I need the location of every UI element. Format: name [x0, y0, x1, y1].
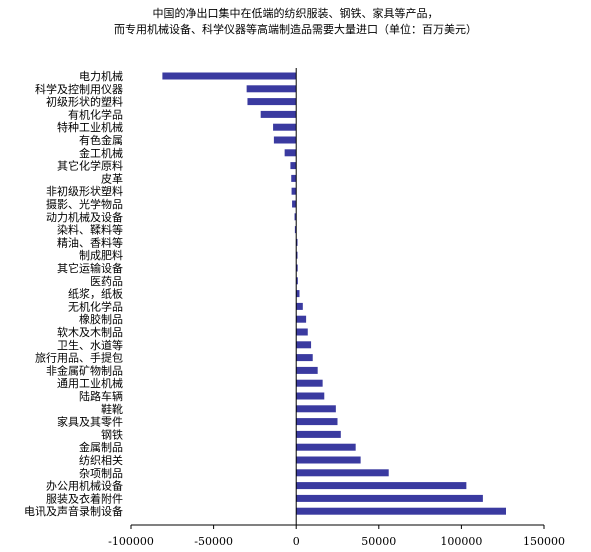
- category-label-28: 钢铁: [101, 428, 123, 441]
- bar-28: [296, 430, 341, 438]
- bar-8: [291, 174, 297, 182]
- bar-14: [296, 251, 298, 259]
- category-label-11: 动力机械及设备: [46, 210, 123, 224]
- chart-title-block: 中国的净出口集中在低端的纺织服装、钢铁、家具等产品， 而专用机械设备、科学仪器等…: [0, 6, 591, 38]
- bar-7: [290, 162, 297, 170]
- bar-32: [296, 482, 467, 490]
- x-tick-label-4: 100000: [440, 535, 482, 548]
- bar-9: [291, 187, 297, 195]
- category-label-31: 杂项制品: [79, 467, 123, 480]
- bar-3: [260, 110, 297, 118]
- bar-17: [296, 290, 300, 298]
- category-label-14: 制成肥料: [79, 248, 123, 262]
- category-label-30: 纺织相关: [79, 453, 123, 467]
- bars-layer: [162, 72, 506, 515]
- bar-19: [296, 315, 307, 323]
- category-label-23: 非金属矿物制品: [46, 363, 123, 377]
- bar-6: [284, 149, 297, 157]
- category-label-24: 通用工业机械: [57, 376, 123, 390]
- category-label-25: 陆路车辆: [79, 389, 123, 403]
- chart-subtitle: 而专用机械设备、科学仪器等高端制造品需要大量进口（单位：百万美元）: [114, 23, 477, 36]
- category-label-15: 其它运输设备: [57, 261, 123, 275]
- category-label-10: 摄影、光学物品: [46, 197, 123, 211]
- category-label-4: 特种工业机械: [57, 120, 123, 134]
- bar-33: [296, 494, 483, 502]
- category-labels: 电力机械科学及控制用仪器初级形状的塑料有机化学品特种工业机械有色金属金工机械其它…: [24, 69, 123, 518]
- chart-title: 中国的净出口集中在低端的纺织服装、钢铁、家具等产品，: [152, 7, 439, 20]
- bar-34: [296, 507, 506, 515]
- bar-12: [294, 226, 297, 234]
- bar-4: [273, 123, 297, 131]
- bar-20: [296, 328, 308, 336]
- category-label-19: 橡胶制品: [79, 312, 123, 326]
- category-label-12: 染料、鞣料等: [57, 223, 123, 237]
- category-label-29: 金属制品: [79, 440, 123, 454]
- category-label-0: 电力机械: [79, 69, 123, 83]
- bar-31: [296, 469, 389, 477]
- x-tick-label-5: 150000: [523, 535, 565, 548]
- bar-27: [296, 418, 338, 426]
- bar-5: [273, 136, 297, 144]
- bar-29: [296, 443, 356, 451]
- x-tick-label-2: 0: [293, 535, 300, 548]
- category-label-26: 鞋靴: [101, 402, 123, 416]
- category-label-1: 科学及控制用仪器: [35, 82, 123, 96]
- category-label-9: 非初级形状塑料: [46, 184, 123, 198]
- category-label-3: 有机化学品: [68, 107, 123, 121]
- x-axis: -100000 -50000 0 50000 100000 150000: [108, 68, 565, 548]
- category-label-20: 软木及木制品: [57, 325, 123, 339]
- bar-16: [296, 277, 298, 285]
- category-label-8: 皮革: [101, 171, 123, 185]
- x-tick-label-1: -50000: [194, 535, 233, 548]
- category-label-16: 医药品: [90, 275, 123, 288]
- category-label-2: 初级形状的塑料: [46, 95, 123, 109]
- bar-26: [296, 405, 336, 413]
- category-label-6: 金工机械: [79, 146, 123, 160]
- category-label-13: 精油、香料等: [57, 235, 123, 249]
- category-label-21: 卫生、水道等: [57, 338, 123, 352]
- bar-22: [296, 354, 313, 362]
- bar-10: [292, 200, 297, 208]
- bar-24: [296, 379, 323, 387]
- category-label-33: 服装及衣着附件: [46, 491, 123, 505]
- category-label-34: 电讯及声音录制设备: [24, 504, 123, 518]
- bar-2: [247, 98, 297, 106]
- bar-25: [296, 392, 325, 400]
- bar-1: [246, 85, 297, 93]
- category-label-32: 办公用机械设备: [46, 479, 123, 493]
- x-tick-label-3: 50000: [361, 535, 396, 548]
- category-label-5: 有色金属: [79, 133, 123, 147]
- category-label-18: 无机化学品: [68, 299, 123, 313]
- category-label-22: 旅行用品、手提包: [35, 351, 123, 365]
- category-label-17: 纸浆，纸板: [68, 287, 123, 301]
- bar-21: [296, 341, 312, 349]
- category-label-7: 其它化学原料: [57, 159, 123, 173]
- bar-18: [296, 302, 303, 310]
- bar-11: [294, 213, 297, 221]
- category-label-27: 家具及其零件: [57, 415, 123, 429]
- bar-13: [296, 238, 298, 246]
- bar-15: [296, 264, 298, 272]
- bar-23: [296, 366, 318, 374]
- bar-0: [162, 72, 297, 80]
- x-tick-label-0: -100000: [108, 535, 154, 548]
- bar-30: [296, 456, 361, 464]
